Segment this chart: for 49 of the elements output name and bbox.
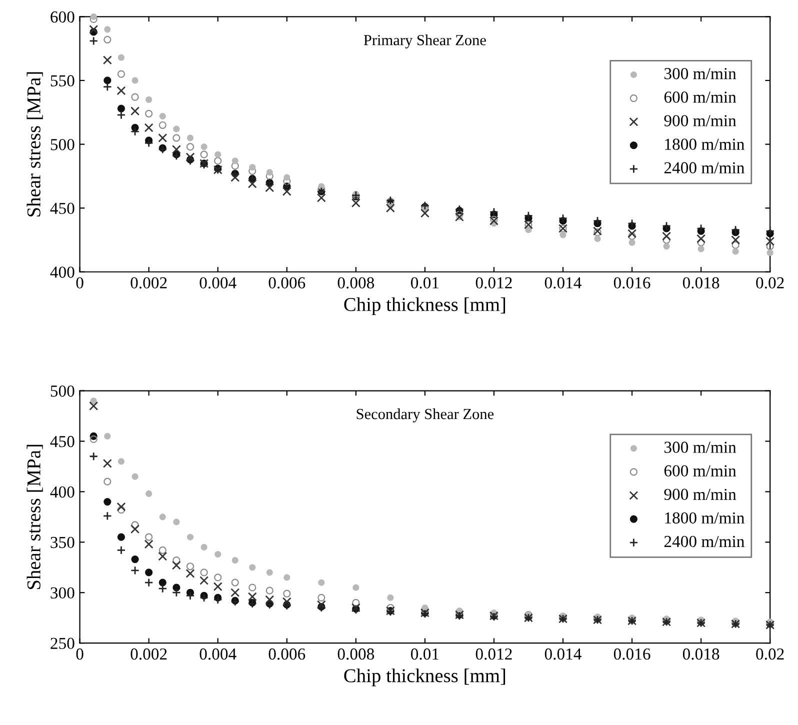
x-tick-label: 0.004 bbox=[200, 648, 236, 660]
legend-label: 300 m/min bbox=[664, 442, 736, 453]
x-tick-label: 0.016 bbox=[614, 277, 650, 289]
legend-label: 2400 m/min bbox=[664, 162, 744, 174]
x-tick-label: 0.002 bbox=[130, 648, 167, 660]
x-tick-label: 0.002 bbox=[130, 277, 167, 289]
y-tick-label: 450 bbox=[50, 202, 74, 214]
y-axis-title: Shear stress [MPa] bbox=[26, 72, 43, 216]
x-tick-label: 0.012 bbox=[476, 648, 512, 660]
y-tick-label: 400 bbox=[50, 266, 74, 278]
x-tick-label: 0.01 bbox=[410, 277, 439, 289]
y-tick-label: 500 bbox=[50, 138, 74, 150]
x-tick-label: 0.004 bbox=[200, 277, 236, 289]
x-axis-title: Chip thickness [mm] bbox=[344, 668, 506, 686]
legend-label: 2400 m/min bbox=[664, 536, 744, 548]
x-tick-label: 0.006 bbox=[268, 277, 306, 289]
x-tick-label: 0 bbox=[76, 277, 84, 288]
x-tick-label: 0 bbox=[76, 648, 84, 660]
y-tick-label: 550 bbox=[50, 75, 74, 86]
x-tick-label: 0.014 bbox=[544, 277, 582, 289]
text: Secondary Shear Zone bbox=[356, 408, 494, 422]
legend-label: 900 m/min bbox=[664, 115, 736, 126]
y-tick-label: 600 bbox=[50, 11, 74, 23]
y-tick-label: 250 bbox=[50, 638, 74, 650]
legend-label: 1800 m/min bbox=[665, 138, 744, 150]
legend-label: 300 m/min bbox=[664, 68, 736, 80]
legend-label: 600 m/min bbox=[664, 92, 736, 103]
y-tick-label: 300 bbox=[50, 587, 74, 599]
legend-label: 900 m/min bbox=[664, 488, 736, 500]
y-tick-label: 450 bbox=[50, 436, 74, 448]
y-tick-label: 400 bbox=[50, 486, 74, 498]
x-tick-label: 0.014 bbox=[544, 648, 582, 660]
x-tick-label: 0.008 bbox=[338, 277, 374, 289]
y-tick-label: 350 bbox=[50, 536, 74, 548]
x-tick-label: 0.018 bbox=[682, 277, 720, 289]
x-tick-label: 0.012 bbox=[476, 277, 512, 289]
x-axis-title: Chip thickness [mm] bbox=[344, 297, 506, 316]
y-axis-title: Shear stress [MPa] bbox=[26, 444, 43, 590]
x-tick-label: 0.018 bbox=[682, 648, 720, 660]
y-tick-label: 500 bbox=[50, 385, 74, 397]
x-tick-label: 0.006 bbox=[268, 648, 306, 660]
x-tick-label: 0.02 bbox=[756, 277, 784, 289]
x-tick-label: 0.008 bbox=[338, 648, 374, 660]
text: Primary Shear Zone bbox=[364, 34, 486, 48]
x-tick-label: 0.02 bbox=[756, 648, 784, 660]
x-tick-label: 0.016 bbox=[614, 648, 650, 660]
x-tick-label: 0.01 bbox=[410, 648, 439, 660]
legend-label: 1800 m/min bbox=[665, 512, 744, 524]
legend-label: 600 m/min bbox=[664, 465, 736, 476]
